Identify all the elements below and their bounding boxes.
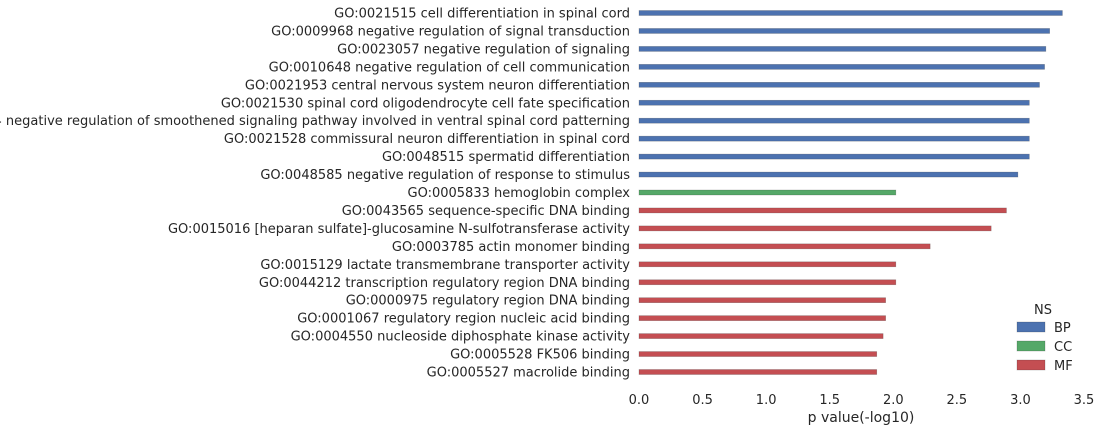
bar-21 (638, 369, 878, 375)
bar-7 (638, 117, 1030, 124)
category-label-11: GO:0005833 hemoglobin complex (408, 186, 631, 201)
bar-6 (638, 99, 1030, 106)
category-label-9: GO:0048515 spermatid differentiation (382, 150, 630, 165)
x-tick-label-6: 2.5 (947, 393, 968, 408)
bar-19 (638, 333, 884, 339)
bar-3 (638, 46, 1047, 52)
category-label-5: GO:0021953 central nervous system neuron… (245, 78, 630, 93)
category-label-10: GO:0048585 negative regulation of respon… (260, 168, 630, 183)
x-axis-label: p value(-log10) (808, 410, 915, 426)
legend: NS BP CC MF (1016, 303, 1073, 374)
category-label-3: GO:0023057 negative regulation of signal… (337, 42, 630, 57)
category-label-18: GO:0001067 regulatory region nucleic aci… (297, 312, 630, 327)
category-labels-group: GO:0021515 cell differentiation in spina… (0, 7, 630, 381)
bar-8 (638, 135, 1030, 142)
bar-15 (638, 261, 897, 268)
category-label-17: GO:0000975 regulatory region DNA binding (346, 294, 630, 309)
bar-20 (638, 351, 878, 357)
bar-2 (638, 28, 1050, 34)
legend-label-bp: BP (1054, 321, 1071, 336)
legend-title: NS (1034, 303, 1052, 318)
bar-14 (638, 243, 931, 250)
category-label-13: GO:0015016 [heparan sulfate]-glucosamine… (168, 222, 630, 237)
bar-9 (638, 153, 1030, 160)
legend-swatch-bp (1016, 321, 1046, 333)
x-tick-label-1: 0.0 (629, 393, 650, 408)
category-label-6: GO:0021530 spinal cord oligodendrocyte c… (221, 96, 630, 111)
bar-16 (638, 279, 897, 286)
category-label-15: GO:0015129 lactate transmembrane transpo… (260, 258, 630, 273)
legend-swatch-cc (1016, 340, 1046, 352)
bar-4 (638, 64, 1045, 70)
x-tick-label-4: 1.5 (819, 393, 840, 408)
x-tick-label-2: 0.5 (692, 393, 713, 408)
category-label-16: GO:0044212 transcription regulatory regi… (259, 276, 630, 291)
x-tick-label-5: 2.0 (883, 393, 904, 408)
category-label-12: GO:0043565 sequence-specific DNA binding (342, 204, 630, 219)
x-axis-ticks-group: 0.0 0.5 1.0 1.5 2.0 2.5 3.0 3.5 (629, 393, 1095, 408)
bar-11 (638, 189, 897, 196)
category-label-21: GO:0005527 macrolide binding (427, 366, 630, 381)
bar-12 (638, 207, 1007, 214)
category-label-2: GO:0009968 negative regulation of signal… (271, 24, 630, 39)
category-label-4: GO:0010648 negative regulation of cell c… (269, 60, 630, 75)
bar-1 (638, 10, 1063, 16)
legend-label-mf: MF (1054, 359, 1073, 374)
bar-5 (638, 82, 1040, 88)
category-label-20: GO:0005528 FK506 binding (450, 348, 630, 363)
bar-18 (638, 315, 886, 321)
bar-10 (638, 171, 1019, 178)
legend-label-cc: CC (1054, 340, 1072, 355)
category-label-1: GO:0021515 cell differentiation in spina… (334, 7, 630, 22)
x-tick-label-3: 1.0 (756, 393, 777, 408)
category-label-7: GO:0021914 negative regulation of smooth… (0, 114, 630, 129)
x-tick-label-7: 3.0 (1010, 393, 1031, 408)
category-label-8: GO:0021528 commissural neuron differenti… (224, 132, 630, 147)
x-tick-label-8: 3.5 (1074, 393, 1095, 408)
bar-17 (638, 297, 886, 304)
bar-13 (638, 225, 992, 232)
category-label-19: GO:0004550 nucleoside diphosphate kinase… (291, 330, 631, 345)
legend-swatch-mf (1016, 359, 1046, 371)
category-label-14: GO:0003785 actin monomer binding (392, 240, 630, 255)
bars-group (638, 10, 1063, 375)
